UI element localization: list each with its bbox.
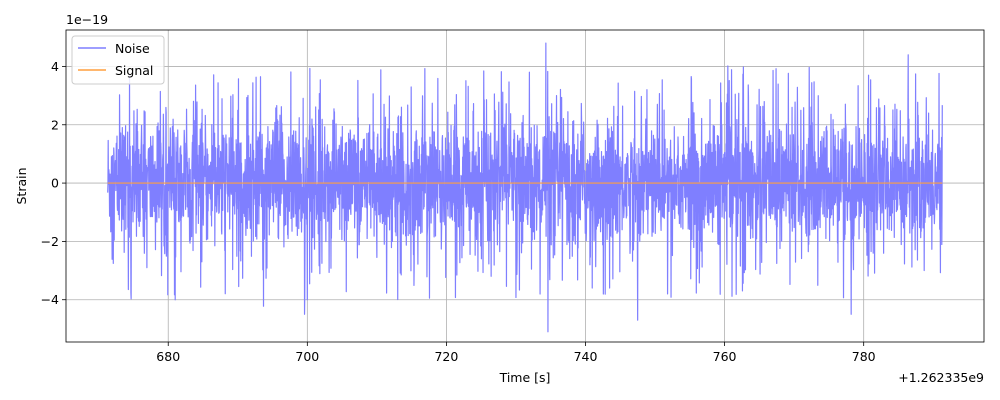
y-tick-label: 0 (51, 176, 59, 191)
noise-line (107, 42, 943, 333)
plot-frame (65, 29, 985, 343)
x-tick-label: 700 (295, 349, 319, 364)
noise-series (107, 42, 943, 333)
x-axis-label: Time [s] (499, 370, 551, 385)
x-tick-label: 740 (574, 349, 598, 364)
x-offset-label: +1.262335e9 (898, 370, 984, 385)
axis-ticks: 680 700 720 740 760 780 4 2 0 −2 −4 (41, 59, 876, 364)
x-tick-label: 680 (156, 349, 180, 364)
x-tick-label: 720 (434, 349, 458, 364)
y-tick-label: 2 (51, 117, 59, 132)
x-tick-label: 760 (713, 349, 737, 364)
legend-signal-label: Signal (115, 63, 153, 78)
y-tick-label: −2 (41, 234, 59, 249)
legend: Noise Signal (71, 35, 165, 85)
y-tick-label: −4 (41, 292, 59, 307)
y-scale-label: 1e−19 (66, 12, 108, 27)
y-axis-label: Strain (14, 167, 29, 204)
y-tick-label: 4 (51, 59, 59, 74)
x-tick-label: 780 (852, 349, 876, 364)
legend-noise-label: Noise (115, 41, 150, 56)
